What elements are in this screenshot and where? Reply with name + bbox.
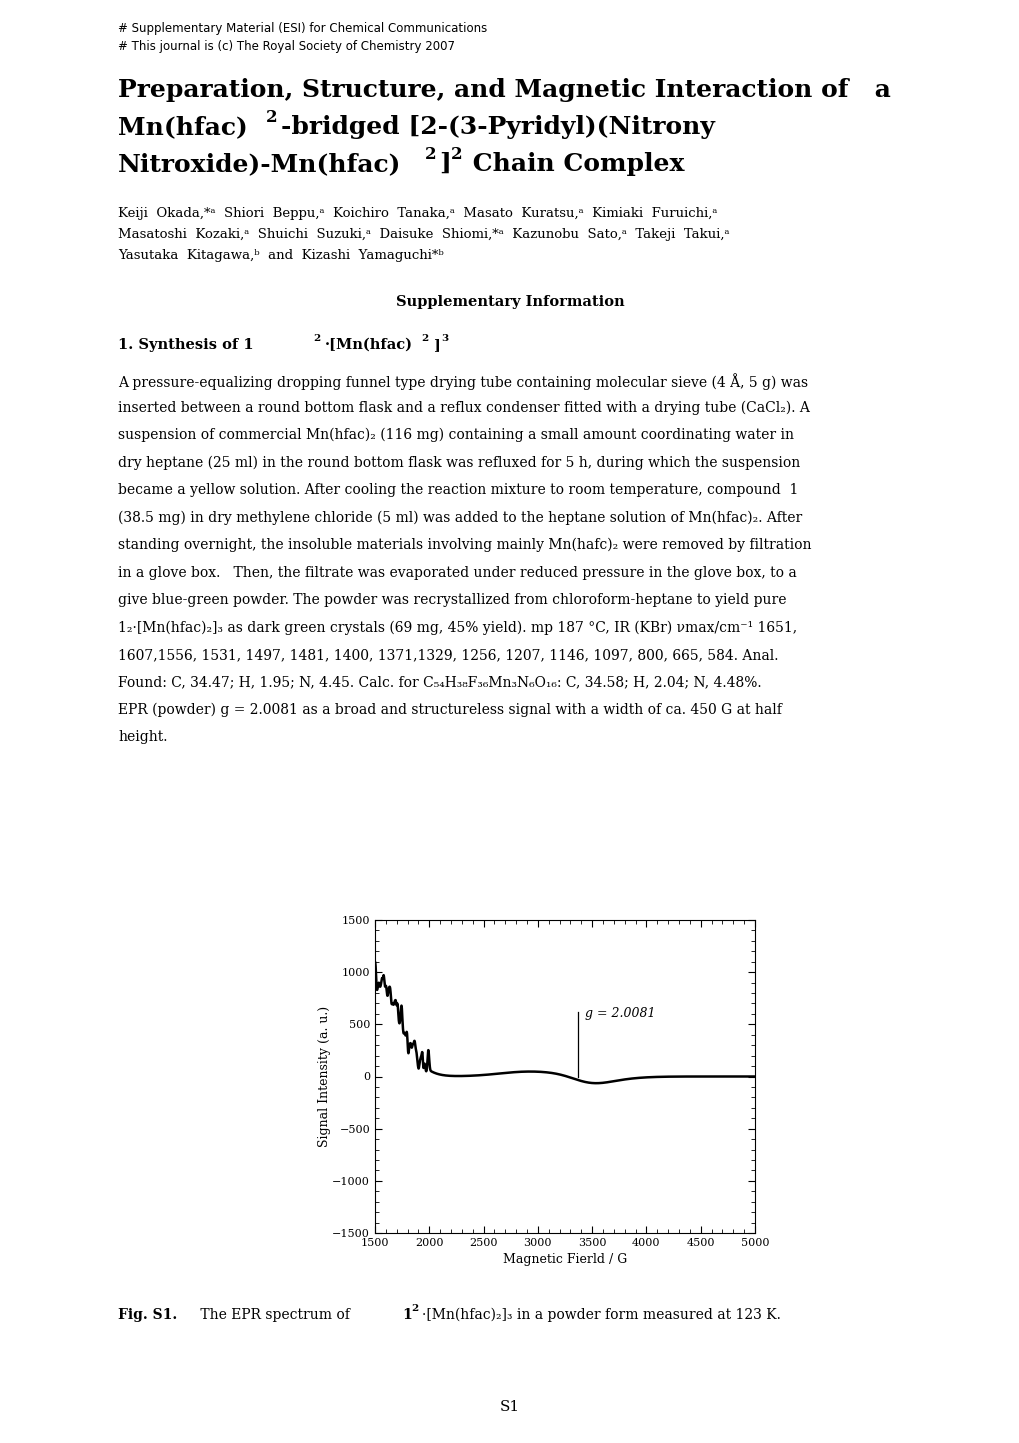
Text: Nitroxide)-Mn(hfac): Nitroxide)-Mn(hfac) <box>118 152 401 176</box>
Text: # Supplementary Material (ESI) for Chemical Communications: # Supplementary Material (ESI) for Chemi… <box>118 22 487 35</box>
Text: 2: 2 <box>421 333 428 342</box>
Text: 1607,1556, 1531, 1497, 1481, 1400, 1371,1329, 1256, 1207, 1146, 1097, 800, 665, : 1607,1556, 1531, 1497, 1481, 1400, 1371,… <box>118 648 777 662</box>
Text: in a glove box.   Then, the filtrate was evaporated under reduced pressure in th: in a glove box. Then, the filtrate was e… <box>118 566 796 580</box>
Text: The EPR spectrum of: The EPR spectrum of <box>196 1307 354 1322</box>
Text: height.: height. <box>118 730 167 745</box>
Text: ·[Mn(hfac)₂]₃ in a powder form measured at 123 K.: ·[Mn(hfac)₂]₃ in a powder form measured … <box>422 1307 781 1322</box>
X-axis label: Magnetic Fierld / G: Magnetic Fierld / G <box>502 1254 627 1267</box>
Text: Fig. S1.: Fig. S1. <box>118 1307 177 1322</box>
Text: Masatoshi  Kozaki,ᵃ  Shuichi  Suzuki,ᵃ  Daisuke  Shiomi,*ᵃ  Kazunobu  Sato,ᵃ  Ta: Masatoshi Kozaki,ᵃ Shuichi Suzuki,ᵃ Dais… <box>118 228 729 241</box>
Text: -bridged [2-(3-Pyridyl)(Nitrony: -bridged [2-(3-Pyridyl)(Nitrony <box>280 115 714 139</box>
Text: 1. Synthesis of 1: 1. Synthesis of 1 <box>118 338 254 352</box>
Text: suspension of commercial Mn(hfac)₂ (116 mg) containing a small amount coordinati: suspension of commercial Mn(hfac)₂ (116 … <box>118 429 793 443</box>
Text: S1: S1 <box>499 1400 520 1414</box>
Text: Keiji  Okada,*ᵃ  Shiori  Beppu,ᵃ  Koichiro  Tanaka,ᵃ  Masato  Kuratsu,ᵃ  Kimiaki: Keiji Okada,*ᵃ Shiori Beppu,ᵃ Koichiro T… <box>118 206 716 219</box>
Text: Yasutaka  Kitagawa,ᵇ  and  Kizashi  Yamaguchi*ᵇ: Yasutaka Kitagawa,ᵇ and Kizashi Yamaguch… <box>118 250 443 263</box>
Text: Found: C, 34.47; H, 1.95; N, 4.45. Calc. for C₅₄H₃₈F₃₆Mn₃N₆O₁₆: C, 34.58; H, 2.0: Found: C, 34.47; H, 1.95; N, 4.45. Calc.… <box>118 675 761 690</box>
Text: became a yellow solution. After cooling the reaction mixture to room temperature: became a yellow solution. After cooling … <box>118 483 798 496</box>
Y-axis label: Signal Intensity (a. u.): Signal Intensity (a. u.) <box>318 1006 330 1147</box>
Text: dry heptane (25 ml) in the round bottom flask was refluxed for 5 h, during which: dry heptane (25 ml) in the round bottom … <box>118 456 800 470</box>
Text: 1₂·[Mn(hfac)₂]₃ as dark green crystals (69 mg, 45% yield). mp 187 °C, IR (KBr) ν: 1₂·[Mn(hfac)₂]₃ as dark green crystals (… <box>118 620 796 635</box>
Text: give blue-green powder. The powder was recrystallized from chloroform-heptane to: give blue-green powder. The powder was r… <box>118 593 786 608</box>
Text: 3: 3 <box>440 333 447 342</box>
Text: inserted between a round bottom flask and a reflux condenser fitted with a dryin: inserted between a round bottom flask an… <box>118 401 809 416</box>
Text: 2: 2 <box>266 110 277 126</box>
Text: Chain Complex: Chain Complex <box>464 152 684 176</box>
Text: # This journal is (c) The Royal Society of Chemistry 2007: # This journal is (c) The Royal Society … <box>118 40 454 53</box>
Text: 2: 2 <box>450 146 463 163</box>
Text: 1: 1 <box>401 1307 412 1322</box>
Text: ·[Mn(hfac): ·[Mn(hfac) <box>325 338 413 352</box>
Text: Supplementary Information: Supplementary Information <box>395 294 624 309</box>
Text: Mn(hfac): Mn(hfac) <box>118 115 248 139</box>
Text: 2: 2 <box>313 333 320 342</box>
Text: standing overnight, the insoluble materials involving mainly Mn(hafc)₂ were remo: standing overnight, the insoluble materi… <box>118 538 811 553</box>
Text: 2: 2 <box>411 1304 418 1313</box>
Text: Preparation, Structure, and Magnetic Interaction of   a: Preparation, Structure, and Magnetic Int… <box>118 78 890 102</box>
Text: A pressure-equalizing dropping funnel type drying tube containing molecular siev: A pressure-equalizing dropping funnel ty… <box>118 372 807 390</box>
Text: g = 2.0081: g = 2.0081 <box>584 1007 654 1020</box>
Text: 2: 2 <box>425 146 436 163</box>
Text: ]: ] <box>438 152 450 176</box>
Text: ]: ] <box>433 338 439 352</box>
Text: EPR (powder) g = 2.0081 as a broad and structureless signal with a width of ca. : EPR (powder) g = 2.0081 as a broad and s… <box>118 703 782 717</box>
Text: (38.5 mg) in dry methylene chloride (5 ml) was added to the heptane solution of : (38.5 mg) in dry methylene chloride (5 m… <box>118 511 802 525</box>
